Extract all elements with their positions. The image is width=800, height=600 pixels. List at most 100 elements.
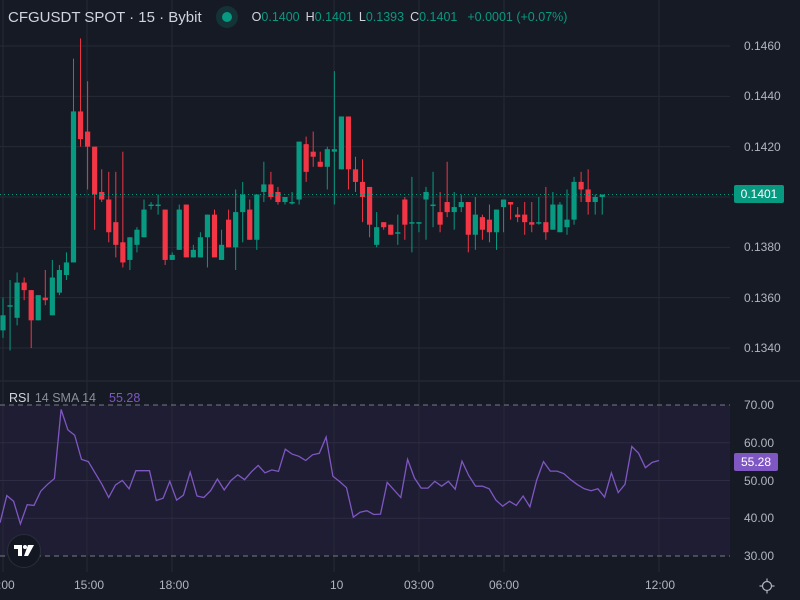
open-label: O xyxy=(251,10,262,24)
candle-body xyxy=(374,227,380,245)
candle-body xyxy=(275,191,281,203)
tradingview-logo-icon[interactable] xyxy=(7,534,41,568)
candle-body xyxy=(42,297,48,301)
candle-body xyxy=(550,204,556,230)
candle-body xyxy=(141,209,147,238)
candle-body xyxy=(268,184,274,198)
time-tick-label: 18:00 xyxy=(159,578,190,592)
candle-body xyxy=(515,214,521,218)
price-tick-label: 0.1340 xyxy=(744,341,781,355)
candle-body xyxy=(49,277,55,316)
candle-body xyxy=(240,194,246,213)
candle-body xyxy=(296,141,302,200)
candle-body xyxy=(543,222,549,233)
candle-body xyxy=(402,199,408,225)
candle-body xyxy=(388,224,394,235)
rsi-name: RSI xyxy=(9,391,30,405)
candle-body xyxy=(106,199,112,233)
gear-icon[interactable] xyxy=(759,578,775,594)
symbol-title[interactable]: CFGUSDT SPOT · 15 · Bybit xyxy=(8,8,202,26)
candle-body xyxy=(226,219,232,248)
candle-body xyxy=(85,131,91,147)
status-dot-icon xyxy=(221,12,232,22)
candle-body xyxy=(338,116,344,170)
candle-body xyxy=(493,209,500,233)
candle-body xyxy=(155,204,161,207)
candle-body xyxy=(92,146,98,195)
time-tick-label: 12:00 xyxy=(645,578,676,592)
candle-body xyxy=(472,214,478,235)
candle-body xyxy=(529,222,535,225)
candle-body xyxy=(416,222,422,224)
candle-body xyxy=(479,217,485,230)
candle-body xyxy=(564,219,570,228)
rsi-tick-label: 70.00 xyxy=(744,398,775,412)
candle-body xyxy=(465,202,471,235)
candle-body xyxy=(571,181,577,220)
candle-body xyxy=(134,229,140,245)
candle-body xyxy=(197,237,203,258)
rsi-tick-label: 50.00 xyxy=(744,473,775,488)
candle-body xyxy=(557,204,563,233)
candle-body xyxy=(599,194,605,198)
candle-body xyxy=(70,111,77,263)
candle-body xyxy=(458,202,464,208)
price-tick-label: 0.1440 xyxy=(744,89,781,104)
rsi-value: 55.28 xyxy=(109,391,141,405)
candle-body xyxy=(148,204,154,207)
rsi-tick-label: 60.00 xyxy=(744,435,775,450)
candle-body xyxy=(578,181,584,190)
candle-body xyxy=(381,222,387,228)
time-tick-label: 06:00 xyxy=(489,578,520,592)
candle-body xyxy=(345,116,352,170)
rsi-tick-label: 30.00 xyxy=(744,549,775,563)
candle-body xyxy=(35,295,41,321)
low-label: L xyxy=(358,10,366,24)
change-value: +0.0001 (+0.07%) xyxy=(467,10,568,24)
last-price-label: 0.1401 xyxy=(734,185,784,203)
candle-body xyxy=(120,242,126,263)
candle-body xyxy=(352,169,359,182)
candle-body xyxy=(508,202,514,205)
rsi-params: 14 SMA 14 xyxy=(34,391,96,405)
candle-body xyxy=(423,191,429,200)
candle-body xyxy=(317,161,323,167)
candle-body xyxy=(254,194,260,240)
time-tick-label: 03:00 xyxy=(404,578,435,592)
close-value: 0.1401 xyxy=(419,10,458,24)
time-tick-label: :00 xyxy=(0,578,15,592)
high-value: 0.1401 xyxy=(314,10,353,24)
candle-body xyxy=(63,262,70,276)
candle-body xyxy=(536,222,542,224)
candle-body xyxy=(500,199,507,208)
candle-body xyxy=(522,214,528,223)
rsi-line xyxy=(0,409,660,526)
rsi-legend[interactable]: RSI 14 SMA 14 55.28 xyxy=(9,391,140,405)
candle-body xyxy=(289,202,295,204)
time-tick-label: 10 xyxy=(330,578,344,592)
time-tick-label: 15:00 xyxy=(74,578,105,592)
symbol-legend: CFGUSDT SPOT · 15 · Bybit O0.1400 H0.140… xyxy=(8,6,567,28)
candle-body xyxy=(247,209,253,240)
candle-body xyxy=(56,269,62,293)
ohlc-values: O0.1400 H0.1401 L0.1393 C0.1401 +0.0001 … xyxy=(252,10,568,24)
candle-body xyxy=(0,315,6,331)
candle-body xyxy=(331,149,337,152)
candle-body xyxy=(324,149,330,167)
candle-body xyxy=(310,151,316,157)
low-value: 0.1393 xyxy=(365,10,405,24)
candle-body xyxy=(486,219,493,233)
candle-body xyxy=(7,305,13,307)
market-status-indicator[interactable] xyxy=(215,6,238,28)
close-label: C xyxy=(410,10,420,24)
candle-body xyxy=(303,144,309,172)
candle-body xyxy=(28,290,34,321)
candle-body xyxy=(211,214,218,258)
candle-body xyxy=(77,111,84,140)
rsi-tick-label: 40.00 xyxy=(744,511,775,526)
candle-body xyxy=(451,207,457,213)
candle-body xyxy=(176,209,182,250)
candle-body xyxy=(395,232,401,234)
